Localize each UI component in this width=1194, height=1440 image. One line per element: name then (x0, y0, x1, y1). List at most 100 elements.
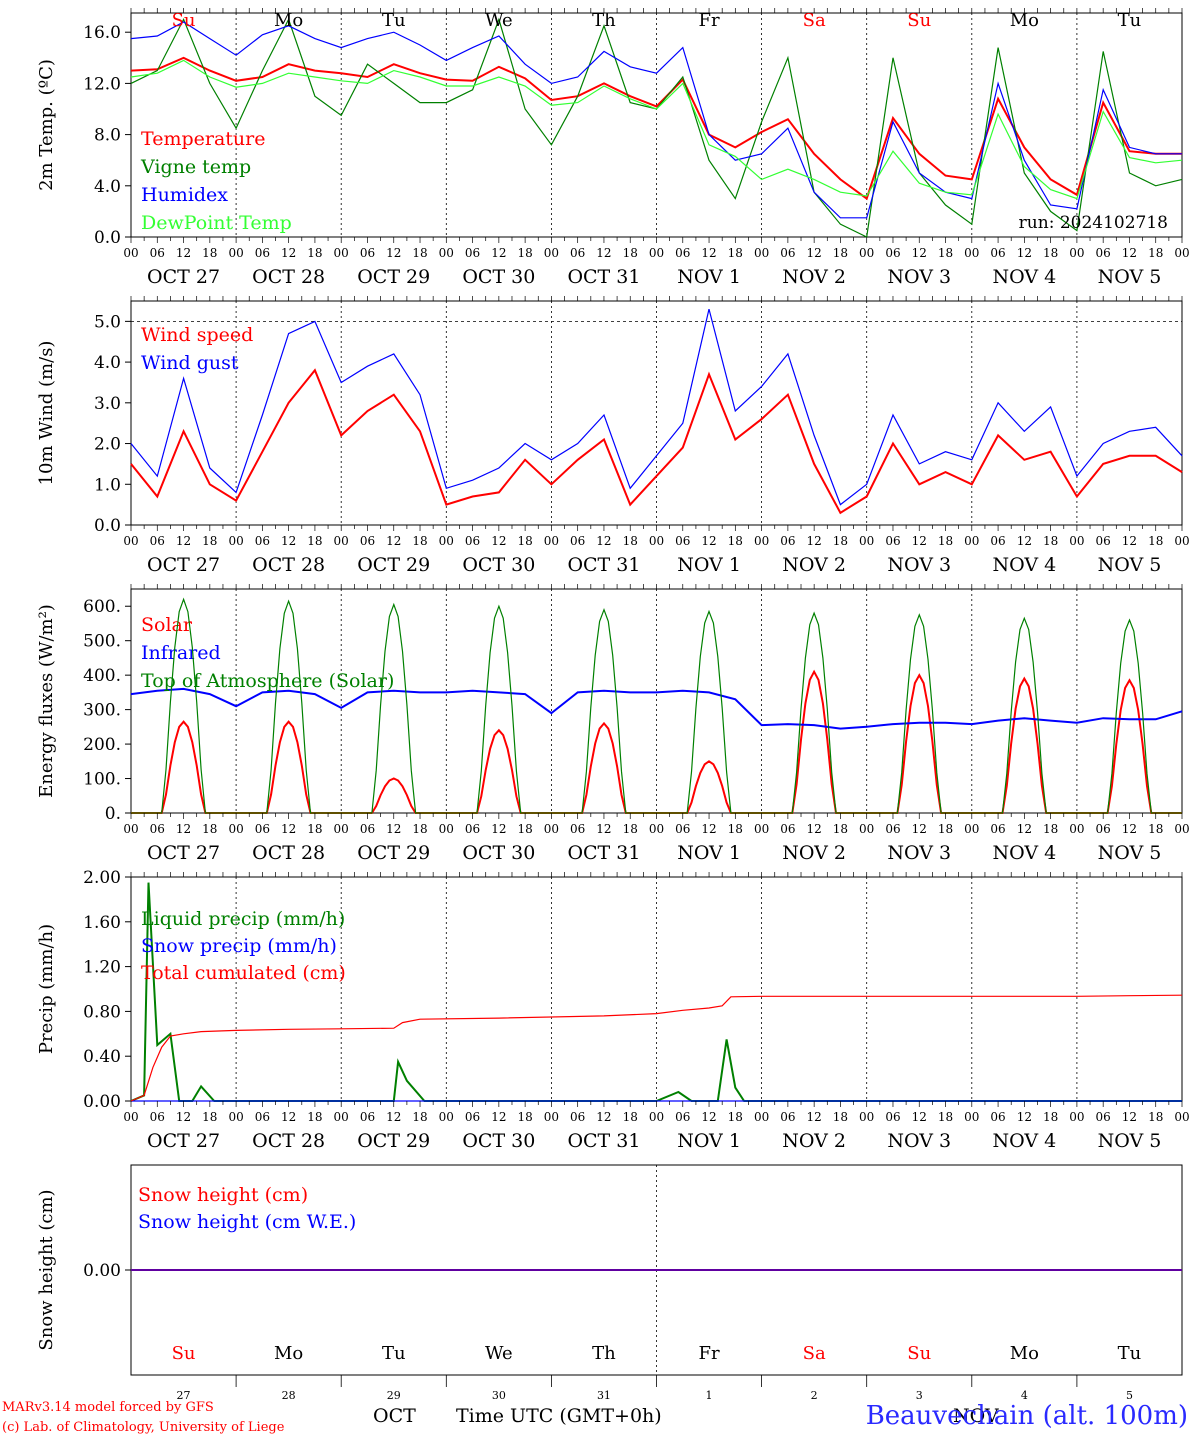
hour-tick-label: 12 (596, 246, 611, 260)
hour-tick-label: 00 (544, 246, 559, 260)
hour-tick-label: 18 (412, 534, 427, 548)
hour-tick-label: 00 (123, 822, 138, 836)
hour-tick-label: 12 (701, 246, 716, 260)
hour-tick-label: 12 (701, 822, 716, 836)
hour-tick-label: 18 (938, 246, 953, 260)
hour-tick-label: 00 (439, 534, 454, 548)
hour-tick-label: 06 (360, 1110, 375, 1124)
day-label: Mo (1010, 1343, 1039, 1364)
hour-tick-label: 12 (281, 534, 296, 548)
hour-tick-label: 06 (780, 822, 795, 836)
series-line-2 (130, 994, 1183, 1102)
hour-tick-label: 06 (465, 1110, 480, 1124)
day-label: Tu (1118, 10, 1142, 31)
hour-tick-label: 12 (176, 822, 191, 836)
hour-tick-label: 12 (491, 1110, 506, 1124)
hour-tick-label: 00 (334, 822, 349, 836)
hour-tick-label: 00 (1069, 1110, 1084, 1124)
y-tick-label: 4.0 (94, 353, 121, 373)
date-label: OCT 29 (357, 266, 430, 288)
hour-tick-label: 06 (990, 822, 1005, 836)
hour-tick-label: 06 (360, 822, 375, 836)
hour-tick-label-end: 00 (1174, 534, 1189, 548)
y-tick-label: 0.0 (94, 516, 121, 536)
hour-tick-label: 00 (544, 1110, 559, 1124)
day-label: Su (172, 1343, 196, 1364)
y-tick-label: 5.0 (94, 312, 121, 332)
hour-tick-label: 00 (439, 246, 454, 260)
y-tick-label: 1.60 (83, 913, 121, 933)
hour-tick-label: 06 (990, 1110, 1005, 1124)
y-tick-label: 1.0 (94, 475, 121, 495)
legend-entry: Total cumulated (cm) (141, 962, 346, 984)
date-label: NOV 4 (992, 554, 1056, 576)
hour-tick-label: 06 (465, 534, 480, 548)
day-number: 2 (811, 1389, 818, 1402)
y-tick-label: 400. (83, 666, 121, 686)
y-tick-label: 8.0 (94, 126, 121, 146)
hour-tick-label: 18 (728, 1110, 743, 1124)
hour-tick-label: 18 (1043, 822, 1058, 836)
hour-tick-label: 06 (150, 246, 165, 260)
hour-tick-label: 06 (255, 1110, 270, 1124)
hour-tick-label: 18 (938, 534, 953, 548)
y-tick-label: 0.80 (83, 1002, 121, 1022)
hour-tick-label: 00 (649, 822, 664, 836)
hour-tick-label: 06 (255, 822, 270, 836)
model-credit: MARv3.14 model forced by GFS (2, 1400, 214, 1415)
date-label: OCT 28 (252, 554, 325, 576)
date-label: NOV 4 (992, 266, 1056, 288)
date-label: OCT 30 (462, 266, 535, 288)
day-label: Su (907, 1343, 931, 1364)
hour-tick-label: 18 (1148, 822, 1163, 836)
hour-tick-label: 12 (807, 1110, 822, 1124)
hour-tick-label: 18 (623, 534, 638, 548)
date-label: NOV 1 (677, 266, 741, 288)
hour-tick-label: 06 (360, 534, 375, 548)
date-label: NOV 5 (1098, 266, 1162, 288)
hour-tick-label: 00 (1069, 822, 1084, 836)
day-label: Su (172, 10, 196, 31)
month-label-nov: NOV (953, 1405, 999, 1427)
hour-tick-label: 18 (202, 822, 217, 836)
hour-tick-label: 18 (833, 1110, 848, 1124)
date-label: NOV 1 (677, 1130, 741, 1152)
hour-tick-label: 18 (728, 534, 743, 548)
legend-entry: Snow precip (mm/h) (141, 935, 337, 957)
hour-tick-label: 18 (1148, 534, 1163, 548)
hour-tick-label: 00 (439, 1110, 454, 1124)
hour-tick-label: 00 (754, 1110, 769, 1124)
lab-credit: (c) Lab. of Climatology, University of L… (2, 1420, 285, 1435)
y-tick-label: 0.40 (83, 1047, 121, 1067)
hour-tick-label: 12 (176, 1110, 191, 1124)
legend-entry: Vigne temp (140, 156, 251, 178)
day-label: Tu (382, 1343, 406, 1364)
legend-entry: Snow height (cm W.E.) (138, 1211, 356, 1233)
hour-tick-label: 00 (334, 534, 349, 548)
hour-tick-label: 12 (912, 534, 927, 548)
day-label: Tu (382, 10, 406, 31)
hour-tick-label: 18 (1148, 246, 1163, 260)
series-line-2 (130, 21, 1182, 219)
hour-tick-label: 12 (176, 246, 191, 260)
hour-tick-label: 12 (281, 822, 296, 836)
hour-tick-label: 06 (675, 246, 690, 260)
hour-tick-label: 18 (202, 1110, 217, 1124)
hour-tick-label: 06 (570, 1110, 585, 1124)
day-number: 1 (706, 1389, 713, 1402)
hour-tick-label: 12 (807, 822, 822, 836)
hour-tick-label: 18 (412, 1110, 427, 1124)
hour-tick-label: 00 (228, 246, 243, 260)
day-label: Mo (1010, 10, 1039, 31)
hour-tick-label: 00 (334, 1110, 349, 1124)
series-line-1 (130, 687, 1183, 730)
series-line-1 (130, 308, 1183, 506)
hour-tick-label: 12 (1017, 1110, 1032, 1124)
hour-tick-label: 18 (307, 534, 322, 548)
hour-tick-label: 06 (885, 1110, 900, 1124)
y-axis-label: 2m Temp. (ºC) (36, 59, 57, 191)
hour-tick-label: 18 (938, 822, 953, 836)
hour-tick-label: 18 (833, 246, 848, 260)
hour-tick-label-end: 00 (1174, 1110, 1189, 1124)
